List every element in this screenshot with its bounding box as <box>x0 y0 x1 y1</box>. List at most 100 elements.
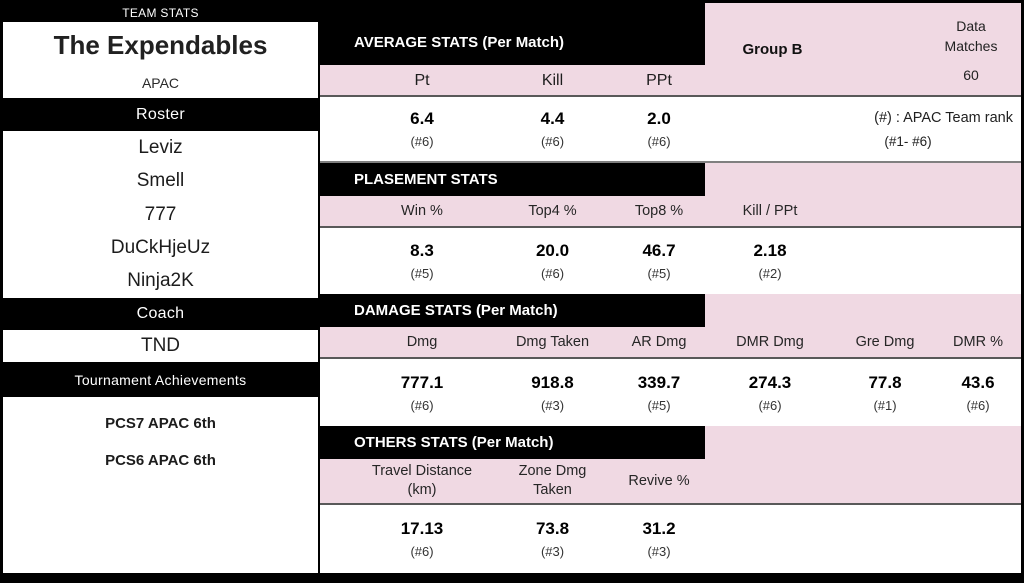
column-header: PPt <box>646 71 672 89</box>
stat-rank: (#6) <box>647 134 671 149</box>
column-header-line2: Taken <box>533 482 572 498</box>
rank-note: (#) : APAC Team rank <box>874 109 1013 126</box>
stat-value: 339.7 <box>637 372 681 392</box>
column-header: Pt <box>414 71 430 89</box>
others-header-row: Travel Distance (km) Zone Dmg Taken Revi… <box>320 459 1021 505</box>
stat-rank: (#3) <box>540 397 565 413</box>
team-name: The Expendables <box>53 30 268 60</box>
placement-header-fill <box>705 163 1021 196</box>
stat-rank: (#6) <box>540 134 565 149</box>
roster-player: DuCkHjeUz <box>110 236 211 258</box>
damage-header-row: Dmg Dmg Taken AR Dmg DMR Dmg Gre Dmg DMR… <box>320 327 1021 359</box>
stat-cell-dmg-taken: 918.8 (#3) <box>492 359 613 426</box>
stat-cell-revive: 31.2 (#3) <box>613 505 705 573</box>
damage-values-row: 777.1 (#6) 918.8 (#3) 339.7 (#5) 274.3 (… <box>320 359 1021 426</box>
column-header: Kill <box>541 71 564 89</box>
stat-value: 43.6 <box>961 372 995 392</box>
data-matches-label-line2: Matches <box>944 38 998 54</box>
roster-list: Leviz Smell 777 DuCkHjeUz Ninja2K <box>3 131 318 298</box>
stat-value: 77.8 <box>868 372 902 392</box>
stat-cell-dmr-pct: 43.6 (#6) <box>935 359 1021 426</box>
column-header-line1: Travel Distance <box>371 463 473 479</box>
damage-header-fill <box>705 294 1021 327</box>
stat-rank: (#6) <box>966 397 990 413</box>
column-header: Win % <box>401 202 443 219</box>
roster-player: 777 <box>144 203 177 225</box>
stat-rank: (#6) <box>410 397 434 413</box>
stat-cell-pt: 6.4 (#6) <box>352 97 492 161</box>
stat-value: 4.4 <box>540 109 565 128</box>
stat-rank: (#6) <box>410 544 434 559</box>
stat-cell-win: 8.3 (#5) <box>352 228 492 294</box>
column-header-line1: Zone Dmg <box>518 463 587 479</box>
section-placement-header: PLASEMENT STATS <box>320 163 1021 196</box>
column-header: Dmg <box>406 333 438 350</box>
others-stats-title: OTHERS STATS (Per Match) <box>320 426 705 459</box>
team-identity: The Expendables APAC <box>3 22 318 98</box>
stat-value: 17.13 <box>400 519 444 538</box>
data-matches-label-line1: Data <box>956 18 986 34</box>
roster-header: Roster <box>3 98 318 131</box>
team-region: APAC <box>141 75 180 91</box>
stat-value: 2.18 <box>753 241 787 260</box>
column-header: Top4 % <box>528 202 577 219</box>
coach-header: Coach <box>3 298 318 330</box>
stat-rank: (#6) <box>758 397 782 413</box>
coach-name: TND <box>140 335 181 356</box>
stat-value: 20.0 <box>535 241 570 260</box>
stat-rank: (#3) <box>540 544 565 559</box>
placement-stats-title: PLASEMENT STATS <box>320 163 705 196</box>
stat-value: 6.4 <box>410 109 434 128</box>
stat-rank: (#1) <box>873 397 897 413</box>
column-header: Revive % <box>613 472 705 491</box>
stat-cell-zone-dmg: 73.8 (#3) <box>492 505 613 573</box>
stat-cell-travel-distance: 17.13 (#6) <box>352 505 492 573</box>
column-header-line2: (km) <box>407 482 437 498</box>
column-header: Kill / PPt <box>742 202 798 219</box>
achievement-item: PCS7 APAC 6th <box>105 415 216 432</box>
stat-cell-dmg: 777.1 (#6) <box>352 359 492 426</box>
achievements-list: PCS7 APAC 6th PCS6 APAC 6th <box>3 397 318 573</box>
roster-player: Leviz <box>138 136 183 158</box>
stat-cell-kill: 4.4 (#6) <box>492 97 613 161</box>
others-values-row: 17.13 (#6) 73.8 (#3) 31.2 (#3) <box>320 505 1021 573</box>
others-header-fill <box>705 426 1021 459</box>
column-header: Gre Dmg <box>855 333 915 350</box>
stat-cell-dmr-dmg: 274.3 (#6) <box>705 359 835 426</box>
stat-value: 73.8 <box>535 519 570 538</box>
stat-value: 8.3 <box>410 241 434 260</box>
sheet-body: TEAM STATS The Expendables APAC Roster L… <box>3 3 1021 573</box>
stats-panel: AVERAGE STATS (Per Match) Group B Data M… <box>320 3 1021 573</box>
column-header: Dmg Taken <box>515 333 590 350</box>
stat-rank: (#2) <box>758 266 782 281</box>
stat-rank: (#6) <box>410 134 434 149</box>
stat-cell-top4: 20.0 (#6) <box>492 228 613 294</box>
stat-cell-ppt: 2.0 (#6) <box>613 97 705 161</box>
placement-values-row: 8.3 (#5) 20.0 (#6) 46.7 (#5) 2.18 (#2) <box>320 228 1021 294</box>
column-header: DMR Dmg <box>736 333 804 350</box>
team-panel: TEAM STATS The Expendables APAC Roster L… <box>3 3 320 573</box>
placement-header-row: Win % Top4 % Top8 % Kill / PPt <box>320 196 1021 228</box>
column-header: Zone Dmg Taken <box>492 462 613 500</box>
stat-rank: (#5) <box>410 266 434 281</box>
stat-rank: (#5) <box>647 397 671 413</box>
stat-rank: (#3) <box>647 544 671 559</box>
stat-value: 31.2 <box>642 519 676 538</box>
section-others-header: OTHERS STATS (Per Match) <box>320 426 1021 459</box>
stat-value: 274.3 <box>748 372 792 392</box>
stat-value: 2.0 <box>647 109 671 128</box>
group-label: Group B <box>742 40 803 58</box>
data-matches-block: Data Matches 60 <box>925 3 1017 95</box>
stat-value: 777.1 <box>400 372 444 392</box>
achievement-item: PCS6 APAC 6th <box>105 452 216 469</box>
column-header: Top8 % <box>634 202 684 219</box>
roster-player: Ninja2K <box>127 270 194 292</box>
column-header: DMR % <box>953 333 1003 350</box>
average-header-row: Pt Kill PPt <box>320 65 705 97</box>
average-values-row: 6.4 (#6) 4.4 (#6) 2.0 (#6) (#) : APAC Te… <box>320 97 1021 163</box>
section-damage-header: DAMAGE STATS (Per Match) <box>320 294 1021 327</box>
stat-cell-killppt: 2.18 (#2) <box>705 228 835 294</box>
rank-legend: (#) : APAC Team rank (#1- #6) <box>705 97 1021 161</box>
column-header: AR Dmg <box>631 333 687 350</box>
